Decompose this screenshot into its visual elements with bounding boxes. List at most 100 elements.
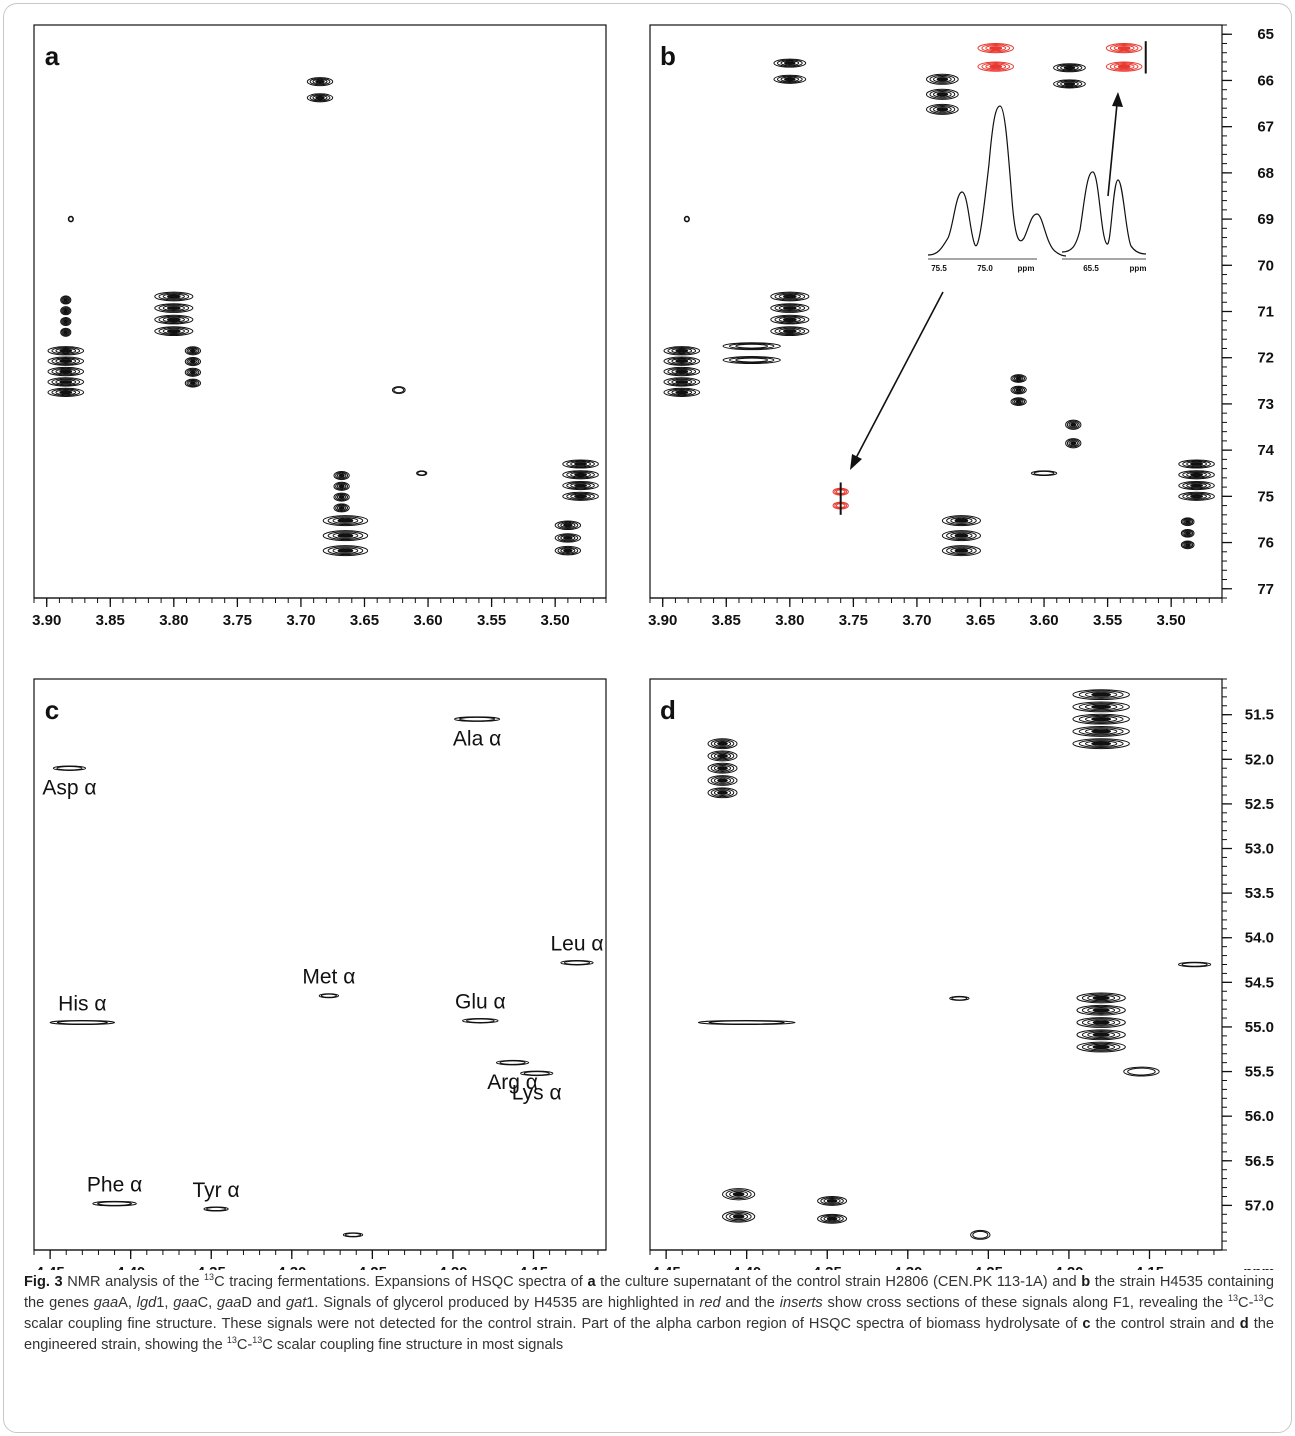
contour-ring [941, 515, 981, 527]
insert-trace [927, 105, 1067, 257]
peak-contour [562, 459, 599, 501]
caption-panel-ref: c [1082, 1316, 1091, 1332]
inserts-and-arrows: 75.5 75.0 ppm 65.5 ppm [839, 41, 1147, 515]
contour-ring [671, 379, 693, 385]
contour-ring [327, 546, 364, 556]
contour-ring [1091, 717, 1112, 722]
contour-ring [417, 470, 427, 476]
x-tick-label: 3.85 [96, 612, 125, 629]
peak-contour [333, 471, 350, 513]
contour-ring [1076, 1004, 1126, 1016]
contour-ring [1012, 386, 1026, 394]
contour-ring [186, 368, 200, 376]
contour-ring [770, 326, 810, 336]
peak-contour [1105, 42, 1143, 72]
contour-ring [338, 484, 345, 489]
insert-tick-label: 65.5 [1083, 264, 1099, 273]
caption-text: 1, [156, 1295, 174, 1311]
peak-contour [977, 42, 1015, 72]
contour-ring [1072, 738, 1130, 750]
contour-ring [710, 788, 735, 798]
contour-ring [1123, 1066, 1160, 1077]
peak-contour [663, 346, 701, 398]
x-tick-label: 3.60 [1029, 612, 1058, 629]
contour-ring [186, 379, 200, 387]
contour-ring [1072, 701, 1130, 713]
contour-ring [566, 471, 595, 479]
contour-ring [336, 483, 347, 490]
contour-ring [951, 996, 968, 1001]
contour-ring [936, 92, 949, 97]
contour-ring [1078, 714, 1124, 724]
caption-fig-label: Fig. 3 [24, 1274, 63, 1290]
panel-d: d 4.45 4.40 4.35 4.30 4.25 4.20 4.15 ppm 51.5 52.0… [649, 678, 1275, 1270]
contour-ring [1182, 541, 1194, 549]
peak-label: Ala α [453, 727, 501, 750]
contour-ring [941, 530, 981, 542]
caption-superscript: 13 [1253, 1293, 1264, 1304]
peak-contour [697, 1019, 796, 1025]
contour-ring [1113, 63, 1135, 70]
contour-ring [774, 327, 806, 336]
caption-gene: gaa [217, 1295, 242, 1311]
y-tick-label: 51.5 [1245, 707, 1274, 724]
contour-ring [1013, 375, 1024, 382]
contour-ring [562, 481, 599, 491]
contour-ring [1056, 80, 1083, 88]
contour-ring [735, 343, 769, 349]
y-tick-label: 52.5 [1245, 796, 1274, 813]
peak-contour [454, 716, 501, 722]
peak-contour [416, 470, 428, 477]
contour-ring [925, 88, 959, 100]
caption-panel-ref: a [587, 1274, 596, 1290]
contour-ring [563, 960, 591, 965]
contour-ring [1084, 691, 1118, 698]
contour-ring [1078, 690, 1124, 699]
contour-ring [336, 472, 347, 479]
peak-label: Tyr α [193, 1179, 240, 1202]
peak-contour [941, 515, 981, 557]
contour-ring [782, 317, 797, 322]
contour-ring [337, 518, 354, 523]
contour-ring [570, 472, 591, 478]
contour-ring [773, 58, 807, 68]
contour-ring [732, 1191, 745, 1197]
x-tick-label: 4.35 [813, 1264, 842, 1270]
contour-ring [710, 739, 735, 749]
contour-ring [560, 547, 576, 554]
y-tick-label: 57.0 [1245, 1197, 1274, 1214]
contour-ring [722, 1210, 756, 1223]
contour-ring [1076, 1041, 1126, 1053]
contour-ring [189, 370, 196, 375]
peak-label: His α [58, 992, 106, 1015]
contour-ring [710, 763, 735, 773]
peak-contour [554, 520, 582, 556]
contour-ring [1084, 703, 1118, 711]
contour-ring [977, 42, 1015, 54]
contour-ring [206, 1206, 226, 1212]
contour-ring [1033, 470, 1055, 476]
contour-ring [707, 738, 738, 750]
contour-ring [675, 369, 689, 374]
peak-contour [770, 291, 810, 336]
contour-ring [1081, 993, 1121, 1003]
contour-ring [929, 104, 956, 114]
contour-ring [784, 61, 796, 65]
peak-contour [318, 993, 340, 999]
contour-ring [335, 471, 349, 480]
caption-text: 1. Signals of glycerol produced by H4535… [306, 1295, 700, 1311]
y-tick-label: 74 [1257, 442, 1274, 459]
contour-ring [60, 295, 72, 305]
contour-ring [823, 1197, 841, 1204]
contour-ring [1068, 421, 1079, 428]
contour-ring [336, 505, 347, 511]
contour-ring [60, 306, 72, 316]
contour-ring [780, 76, 800, 83]
contour-ring [1178, 470, 1215, 480]
contour-ring [60, 316, 72, 327]
contour-ring [391, 386, 406, 395]
contour-ring [667, 388, 697, 397]
contour-ring [1091, 729, 1112, 734]
y-tick-label: 52.0 [1245, 751, 1274, 768]
x-tick-label: 3.85 [712, 612, 741, 629]
